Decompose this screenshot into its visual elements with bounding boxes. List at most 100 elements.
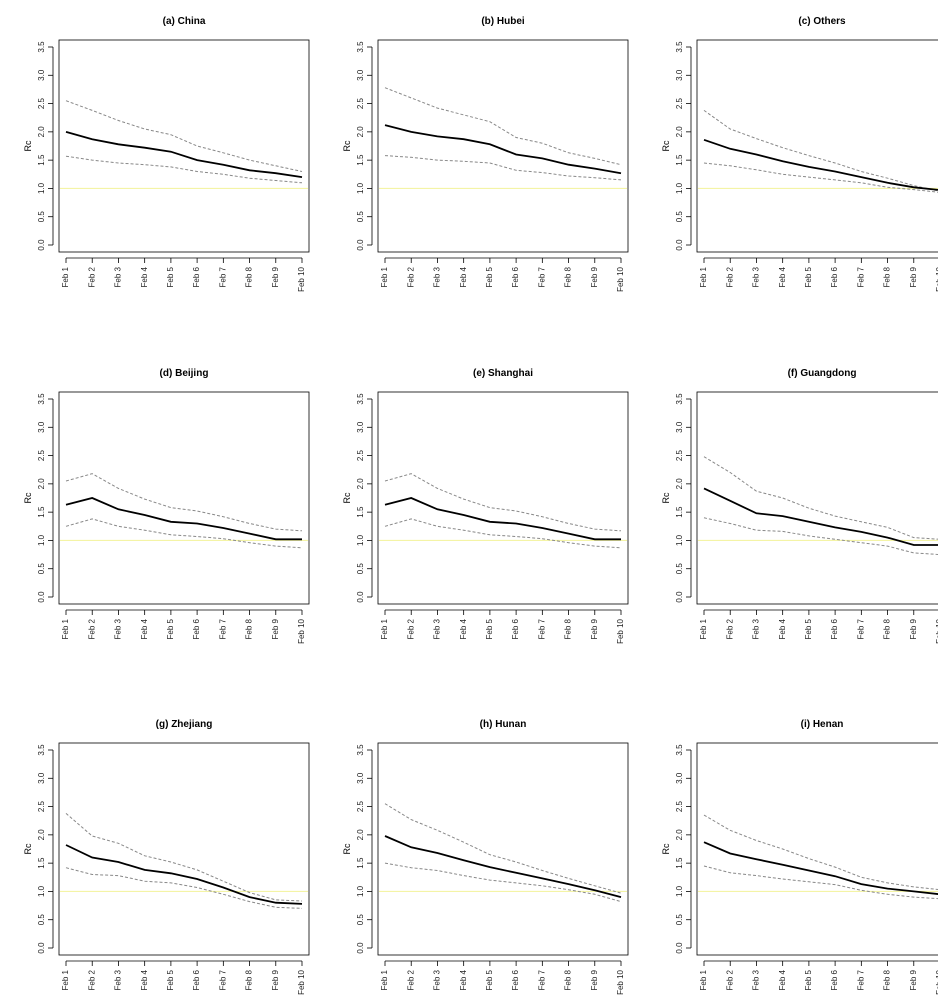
x-tick-label: Feb 5 — [485, 618, 494, 639]
series-line-upper — [703, 456, 938, 540]
x-tick-label: Feb 1 — [61, 618, 70, 639]
x-tick-label: Feb 7 — [218, 969, 227, 990]
x-tick-label: Feb 6 — [511, 266, 520, 287]
x-tick-label: Feb 4 — [778, 969, 787, 990]
y-tick-label: 0.5 — [675, 563, 684, 575]
y-tick-label: 3.5 — [675, 744, 684, 756]
x-tick-label: Feb 6 — [192, 266, 201, 287]
x-tick-label: Feb 2 — [87, 969, 96, 990]
y-tick-label: 1.0 — [37, 885, 46, 897]
x-tick-label: Feb 10 — [297, 266, 306, 291]
panel-title: (g) Zhejiang — [156, 719, 213, 730]
panel-3: (d) Beijing 0.0 0.5 1.0 1.5 2.0 2.5 3.0 3.5 Rc Feb… — [23, 368, 310, 644]
y-tick-label: 2.0 — [37, 829, 46, 841]
y-tick-label: 0.5 — [675, 211, 684, 223]
panel-title: (h) Hunan — [480, 719, 527, 730]
x-tick-label: Feb 2 — [406, 618, 415, 639]
y-axis-title: Rc — [23, 140, 33, 151]
y-axis-title: Rc — [661, 492, 671, 503]
x-tick-label: Feb 8 — [564, 969, 573, 990]
y-tick-label: 1.0 — [675, 182, 684, 194]
series-line-estimate — [703, 487, 938, 546]
plot-frame — [377, 391, 629, 605]
x-tick-label: Feb 8 — [245, 618, 254, 639]
series-line-estimate — [703, 841, 938, 895]
x-tick-label: Feb 3 — [752, 618, 761, 639]
y-tick-label: 1.5 — [675, 154, 684, 166]
y-tick-label: 0.0 — [356, 239, 365, 251]
x-tick-label: Feb 3 — [752, 969, 761, 990]
y-tick-label: 2.0 — [675, 478, 684, 490]
x-tick-label: Feb 7 — [856, 266, 865, 287]
y-tick-label: 3.5 — [356, 41, 365, 53]
y-tick-label: 3.5 — [37, 393, 46, 405]
y-tick-label: 3.5 — [356, 744, 365, 756]
x-tick-label: Feb 1 — [380, 618, 389, 639]
y-tick-label: 3.5 — [37, 744, 46, 756]
plot-frame — [58, 742, 310, 956]
y-tick-label: 3.0 — [356, 421, 365, 433]
x-tick-label: Feb 3 — [114, 618, 123, 639]
series-line-upper — [65, 473, 303, 532]
x-tick-label: Feb 7 — [537, 969, 546, 990]
x-tick-label: Feb 3 — [433, 266, 442, 287]
panel-7: (h) Hunan 0.0 0.5 1.0 1.5 2.0 2.5 3.0 3.5 Rc Feb 1… — [342, 719, 629, 995]
x-tick-label: Feb 9 — [590, 618, 599, 639]
series-line-estimate — [65, 497, 302, 541]
series-line-lower — [65, 867, 303, 909]
y-tick-label: 1.0 — [356, 182, 365, 194]
series-line-upper — [703, 814, 938, 890]
x-tick-label: Feb 1 — [380, 969, 389, 990]
y-tick-label: 2.5 — [675, 449, 684, 461]
series-line-lower — [65, 518, 303, 549]
plot-frame — [58, 39, 310, 253]
x-tick-label: Feb 9 — [590, 266, 599, 287]
panel-title: (e) Shanghai — [473, 368, 533, 379]
y-tick-label: 3.5 — [675, 393, 684, 405]
series-line-lower — [703, 865, 938, 900]
panel-5: (f) Guangdong 0.0 0.5 1.0 1.5 2.0 2.5 3.0 3.5 Rc F… — [661, 368, 938, 644]
series-line-lower — [703, 517, 938, 555]
panel-4: (e) Shanghai 0.0 0.5 1.0 1.5 2.0 2.5 3.0 3.5 Rc Fe… — [342, 368, 629, 644]
x-tick-label: Feb 6 — [511, 969, 520, 990]
y-tick-label: 1.0 — [37, 534, 46, 546]
x-tick-label: Feb 2 — [725, 969, 734, 990]
y-tick-label: 0.5 — [356, 914, 365, 926]
x-tick-label: Feb 8 — [883, 969, 892, 990]
x-tick-label: Feb 8 — [245, 266, 254, 287]
x-tick-label: Feb 2 — [406, 266, 415, 287]
x-tick-label: Feb 9 — [271, 618, 280, 639]
y-tick-label: 1.5 — [37, 857, 46, 869]
y-axis-title: Rc — [342, 492, 352, 503]
y-tick-label: 3.0 — [37, 772, 46, 784]
y-tick-label: 3.5 — [675, 41, 684, 53]
x-tick-label: Feb 9 — [909, 266, 918, 287]
y-axis-title: Rc — [342, 140, 352, 151]
x-tick-label: Feb 7 — [218, 618, 227, 639]
x-tick-label: Feb 4 — [140, 266, 149, 287]
x-tick-label: Feb 4 — [778, 266, 787, 287]
y-tick-label: 2.5 — [37, 97, 46, 109]
y-tick-label: 0.5 — [37, 211, 46, 223]
panel-1: (b) Hubei 0.0 0.5 1.0 1.5 2.0 2.5 3.0 3.5 Rc Feb 1… — [342, 16, 629, 292]
x-tick-label: Feb 2 — [725, 618, 734, 639]
y-axis-title: Rc — [342, 843, 352, 854]
y-axis-title: Rc — [661, 843, 671, 854]
y-tick-label: 0.0 — [37, 239, 46, 251]
y-tick-label: 2.5 — [37, 449, 46, 461]
x-tick-label: Feb 10 — [935, 618, 938, 643]
x-tick-label: Feb 9 — [909, 618, 918, 639]
x-tick-label: Feb 10 — [616, 266, 625, 291]
y-tick-label: 2.5 — [37, 800, 46, 812]
y-tick-label: 0.0 — [37, 942, 46, 954]
x-tick-label: Feb 10 — [616, 969, 625, 994]
y-tick-label: 0.0 — [675, 591, 684, 603]
series-line-upper — [384, 803, 622, 894]
x-tick-label: Feb 4 — [140, 969, 149, 990]
x-tick-label: Feb 8 — [883, 266, 892, 287]
panel-title: (d) Beijing — [160, 368, 209, 379]
y-tick-label: 1.0 — [356, 534, 365, 546]
x-tick-label: Feb 7 — [856, 618, 865, 639]
y-tick-label: 1.5 — [675, 506, 684, 518]
x-tick-label: Feb 4 — [459, 266, 468, 287]
